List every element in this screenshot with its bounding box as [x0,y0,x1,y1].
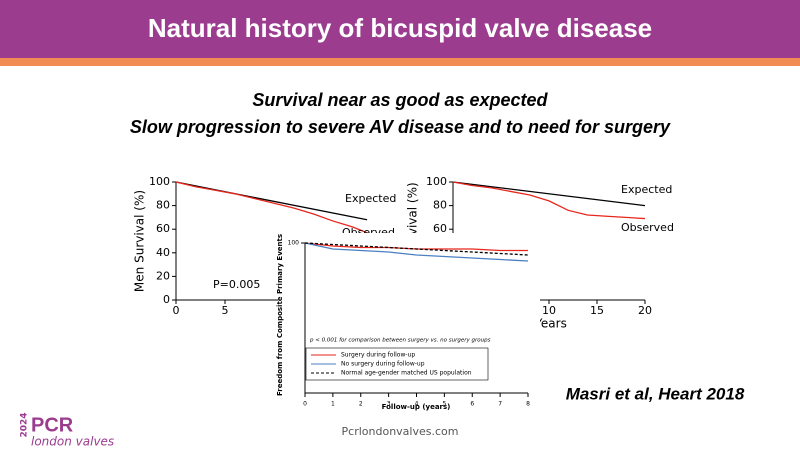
footer: Pcrlondonvalves.com [342,425,459,438]
annotation: Observed [621,221,674,234]
series-line [452,181,646,207]
y-axis-label: Men Survival (%) [133,190,147,292]
series-line [304,242,529,262]
citation: Masri et al, Heart 2018 [566,384,745,403]
x-tick-label: 5 [442,401,446,408]
x-tick-label: 3 [387,401,391,408]
x-axis-label: Follow-up (years) [382,403,451,411]
logo-event: london valves [31,435,114,449]
y-axis-label: Freedom from Composite Primary Events [276,234,284,396]
y-tick-label: 40 [156,246,170,259]
y-tick-label: 100 [149,175,170,188]
y-tick-label: 80 [433,199,447,212]
x-tick-label: 7 [498,401,502,408]
annotation: Expected [345,192,396,205]
y-axis-label: urvival (%) [406,182,420,247]
x-tick-label: 1 [331,401,335,408]
x-tick-label: 4 [415,401,419,408]
annotation: Expected [621,183,672,196]
series-line [175,181,368,234]
header-stripe [0,58,800,66]
x-tick-label: 6 [470,401,474,408]
y-tick-label: 60 [156,222,170,235]
annotation: p < 0.001 for comparison between surgery… [309,338,491,344]
x-tick-label: 2 [359,401,363,408]
y-tick-label: 80 [156,199,170,212]
logo-brand: PCR [31,414,74,436]
y-tick-label: 20 [156,269,170,282]
series-line [452,181,646,220]
x-tick-label: 20 [638,304,652,317]
x-axis-label: Years [534,317,567,331]
series-line [304,242,529,256]
x-tick-label: 10 [542,304,556,317]
legend-label: Surgery during follow-up [341,352,415,359]
x-tick-label: 0 [173,304,180,317]
series-line [175,181,368,221]
subtitle: Survival near as good as expected [252,90,548,110]
legend-box [305,347,489,381]
x-tick-label: 8 [526,401,530,408]
header-bar [0,0,800,58]
legend-label: No surgery during follow-up [341,361,425,368]
annotation: P=0.005 [213,278,260,291]
subtitle: Slow progression to severe AV disease an… [130,117,671,137]
y-tick-label: 60 [433,222,447,235]
y-tick-label: 0 [163,293,170,306]
logo-year: 2024 [20,412,30,437]
y-tick-label: 100 [288,240,300,247]
x-tick-label: 15 [590,304,604,317]
title: Natural history of bicuspid valve diseas… [148,13,652,43]
legend-label: Normal age-gender matched US population [341,370,472,377]
panel [278,233,540,415]
y-tick-label: 100 [426,175,447,188]
x-tick-label: 0 [303,401,307,408]
x-tick-label: 5 [222,304,229,317]
